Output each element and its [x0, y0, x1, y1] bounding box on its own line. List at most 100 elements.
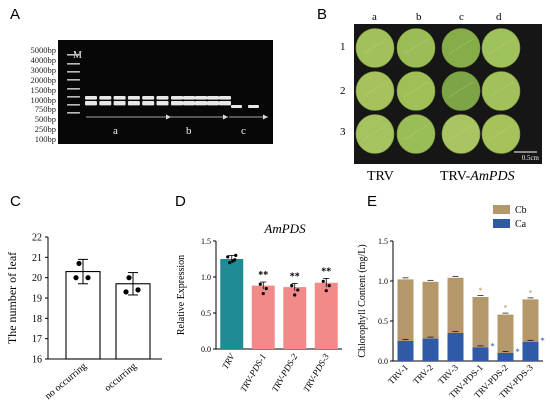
- leaf-vein: [403, 38, 429, 55]
- gel-band-upper: [219, 96, 231, 100]
- gel-svg: M: [67, 50, 268, 120]
- ladder-label: 5000bp: [30, 45, 57, 55]
- data-point: [324, 289, 328, 293]
- marker-band: [67, 71, 80, 73]
- y-tick-label: 19: [32, 294, 42, 305]
- panel-b-letter: B: [317, 6, 328, 23]
- gel-band-upper: [85, 96, 97, 100]
- bar-cb: [422, 281, 439, 339]
- data-point: [76, 260, 82, 267]
- leaf-vein: [488, 38, 514, 55]
- gel-band-upper: [113, 96, 126, 100]
- marker-band: [67, 104, 80, 106]
- significance-mark-ca: *: [540, 336, 545, 346]
- group-label-trv-pds: TRV-AmPDS: [440, 169, 515, 185]
- bar-cb: [447, 277, 464, 333]
- bar-ca: [472, 347, 489, 361]
- gel-band-c: [231, 105, 242, 108]
- data-point: [293, 293, 297, 297]
- gel-band-lower: [127, 101, 140, 106]
- leaf-vein: [488, 124, 514, 141]
- leaf-disc: [355, 28, 395, 68]
- leaf-column-b: b: [416, 11, 422, 23]
- gel-band-upper: [156, 96, 169, 100]
- x-tick-label: no occurring: [43, 361, 89, 402]
- y-tick-label: 0.5: [378, 317, 388, 326]
- leaf-vein: [448, 81, 474, 98]
- gel-band-upper: [127, 96, 140, 100]
- bar-ca: [497, 353, 514, 361]
- bar-ca: [397, 341, 414, 361]
- group-label-trv-pds-gene: AmPDS: [470, 169, 515, 184]
- ladder-label: 100bp: [34, 134, 56, 145]
- leaf-disc: [355, 114, 395, 154]
- leaf-column-a: a: [372, 11, 377, 23]
- leaf-disc: [441, 28, 481, 68]
- bar-cb: [472, 297, 489, 348]
- data-point: [264, 286, 268, 291]
- significance-mark-ca: *: [515, 347, 520, 357]
- leaf-disc: [481, 28, 521, 68]
- data-point: [290, 284, 294, 288]
- data-point: [321, 279, 325, 283]
- gel-band-upper: [195, 96, 207, 100]
- data-point: [73, 275, 79, 281]
- leaf-disc: [396, 114, 436, 154]
- leaf-vein: [448, 38, 474, 55]
- data-point: [234, 253, 238, 257]
- leaf-row-3: 3: [340, 126, 346, 138]
- data-point: [85, 275, 91, 281]
- y-tick-label: 20: [32, 273, 42, 284]
- gel-band-upper: [207, 96, 219, 100]
- legend-label-ca: Ca: [515, 219, 527, 230]
- y-tick-label: 0.0: [378, 357, 388, 366]
- bar: [251, 285, 275, 349]
- gel-band-lower: [113, 101, 126, 106]
- leaf-column-d: d: [496, 11, 502, 23]
- gel-band-upper: [171, 96, 183, 100]
- ladder-label: 3000bp: [30, 64, 57, 75]
- leaf-vein: [403, 124, 429, 141]
- y-tick-label: 1.0: [201, 273, 211, 282]
- data-point: [261, 291, 265, 296]
- panel-e-letter: E: [367, 193, 378, 210]
- marker-band: [67, 54, 80, 56]
- data-point: [233, 258, 237, 262]
- gel-group-a: a: [113, 125, 118, 137]
- ladder-label: 1000bp: [30, 94, 57, 105]
- marker-band: [67, 79, 80, 81]
- bar-cb: [497, 314, 514, 353]
- data-point: [126, 275, 132, 281]
- y-tick-label: 17: [32, 334, 42, 345]
- leaf-disc: [481, 71, 521, 111]
- leaf-row-2: 2: [340, 85, 346, 97]
- y-tick-label: 21: [32, 253, 42, 264]
- bar: [314, 282, 338, 349]
- gel-band-upper: [99, 96, 112, 100]
- gel-band-lower: [142, 101, 155, 106]
- gel-band-lower: [156, 101, 169, 106]
- y-axis-label: Relative Expression: [176, 255, 187, 335]
- y-tick-label: 1.0: [378, 277, 388, 286]
- gel-band-lower: [171, 101, 183, 106]
- ladder-label: 750bp: [34, 104, 56, 115]
- data-point: [226, 255, 230, 259]
- y-tick-label: 0.5: [201, 309, 211, 318]
- x-tick-label: TRV-PDS-1: [238, 352, 268, 394]
- arrow-a-head: [166, 114, 171, 120]
- marker-band: [67, 88, 80, 90]
- panel-a-letter: A: [10, 6, 21, 23]
- legend-swatch-ca: [493, 219, 510, 228]
- bar: [283, 287, 307, 349]
- y-tick-label: 1.5: [378, 237, 388, 246]
- leaf-vein: [362, 38, 388, 55]
- leaf-disc: [355, 71, 395, 111]
- significance-mark-cb: *: [479, 286, 483, 295]
- gel-band-lower: [195, 101, 207, 106]
- chart-title: AmPDS: [263, 221, 306, 236]
- leaf-vein: [488, 81, 514, 98]
- gel-group-b: b: [186, 125, 192, 137]
- leaf-row-1: 1: [340, 41, 346, 53]
- leaf-disc: [441, 71, 481, 111]
- gel-band-lower: [85, 101, 97, 106]
